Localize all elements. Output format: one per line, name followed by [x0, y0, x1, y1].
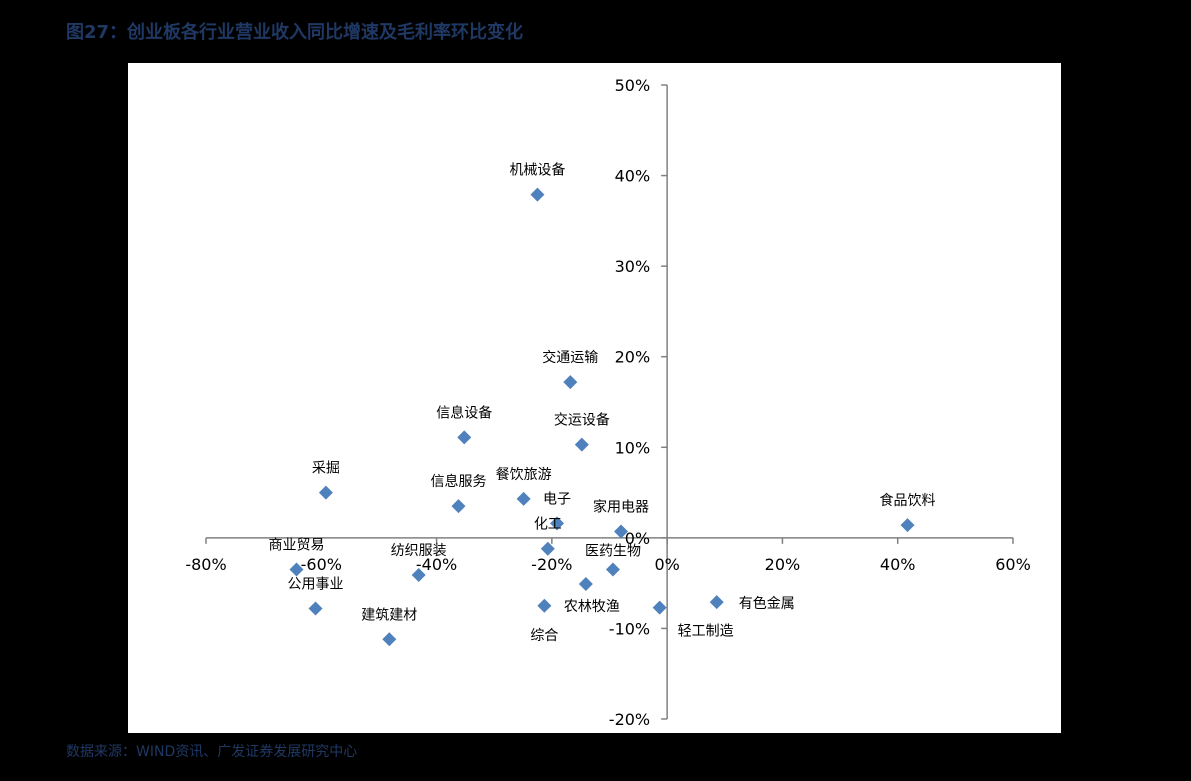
data-point: [308, 601, 323, 616]
data-point: [574, 437, 589, 452]
data-point: [563, 375, 578, 390]
y-tick-label: 50%: [615, 76, 651, 95]
data-point: [578, 577, 593, 592]
data-point-label: 纺织服装: [391, 543, 447, 559]
scatter-chart: -80% -60% -40% -20% 0% 20% 40% 60% -20% -10% 0% 10%…: [185, 76, 1031, 729]
data-point: [457, 430, 472, 445]
data-point: [614, 524, 629, 539]
data-point-label: 采掘: [312, 461, 340, 477]
data-point-label: 商业贸易: [268, 538, 324, 554]
y-tick-label: -20%: [609, 710, 650, 729]
chart-title: 图27：创业板各行业营业收入同比增速及毛利率环比变化: [66, 22, 524, 43]
data-point-label: 电子: [543, 491, 571, 507]
data-point-label: 餐饮旅游: [496, 467, 552, 483]
data-point: [605, 562, 620, 577]
y-tick-label: 0%: [625, 529, 650, 548]
data-point-label: 医药生物: [585, 544, 641, 560]
data-point: [540, 541, 555, 556]
data-point: [289, 562, 304, 577]
data-point: [382, 632, 397, 647]
data-point: [709, 595, 724, 610]
data-point: [900, 518, 915, 533]
data-point: [451, 499, 466, 514]
data-point: [411, 567, 426, 582]
data-point-label: 农林牧渔: [564, 599, 620, 615]
data-point-label: 家用电器: [593, 499, 649, 516]
x-tick-label: 40%: [880, 555, 916, 574]
x-tick-label: 20%: [765, 555, 801, 574]
data-point: [537, 598, 552, 613]
y-tick-label: 10%: [615, 438, 651, 457]
data-point-label: 机械设备: [509, 162, 565, 179]
data-point-label: 信息服务: [430, 473, 486, 490]
y-tick-label: 30%: [615, 257, 651, 276]
y-tick-label: 20%: [615, 348, 651, 367]
data-point-label: 交通运输: [542, 349, 598, 366]
data-source-note: 数据来源：WIND资讯、广发证券发展研究中心: [66, 744, 358, 760]
data-point: [550, 516, 565, 531]
data-point-label: 轻工制造: [678, 624, 734, 640]
y-tick-label: -10%: [609, 619, 650, 638]
data-point: [652, 600, 667, 615]
data-point-label: 有色金属: [739, 595, 795, 612]
x-tick-label: 60%: [995, 555, 1031, 574]
data-point: [516, 491, 531, 506]
data-point-label: 食品饮料: [880, 492, 936, 509]
x-tick-label: -40%: [416, 555, 457, 574]
data-point-label: 综合: [530, 628, 558, 644]
plot-area: -80% -60% -40% -20% 0% 20% 40% 60% -20% -10% 0% 10%…: [128, 63, 1061, 733]
y-tick-label: 40%: [615, 167, 651, 186]
x-tick-label: -20%: [531, 555, 572, 574]
data-point: [530, 187, 545, 202]
data-point: [318, 485, 333, 500]
data-point-label: 信息设备: [436, 404, 492, 421]
data-point-label: 公用事业: [288, 577, 344, 593]
x-tick-label: -60%: [301, 555, 342, 574]
data-point-label: 交运设备: [554, 412, 610, 429]
x-tick-label: -80%: [185, 555, 226, 574]
x-tick-label: 0%: [654, 555, 679, 574]
data-point-label: 建筑建材: [361, 607, 417, 623]
data-point-label: 化工: [534, 517, 562, 533]
